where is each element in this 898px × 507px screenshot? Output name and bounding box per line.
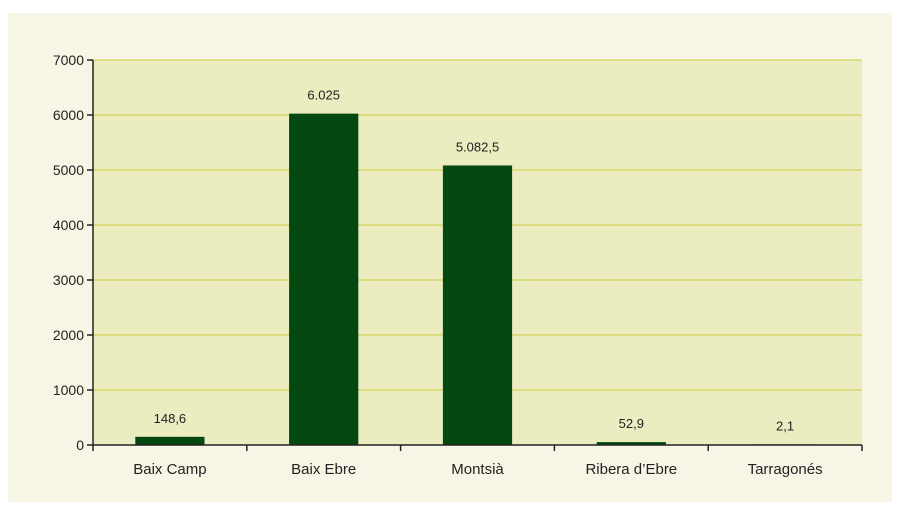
- bar: [135, 436, 205, 445]
- bars: [135, 113, 820, 445]
- y-tick-label: 7000: [53, 52, 84, 68]
- bar-chart: 0 1000 2000 3000 4000 5000 6000 7000 148,6 Baix C…: [53, 52, 863, 478]
- y-tick-label: 6000: [53, 107, 84, 123]
- x-tick-label: Baix Camp: [133, 461, 206, 478]
- y-tick-label: 4000: [53, 217, 84, 233]
- bar: [289, 113, 359, 445]
- y-tick-label: 5000: [53, 162, 84, 178]
- x-tick-label: Tarragonés: [748, 461, 823, 478]
- data-label: 52,9: [619, 416, 644, 431]
- axes: [87, 59, 863, 451]
- data-label: 2,1: [776, 418, 794, 433]
- y-tick-label: 2000: [53, 327, 84, 343]
- labels: 0 1000 2000 3000 4000 5000 6000 7000 148,6 Baix C…: [53, 52, 823, 478]
- x-tick-label: Ribera d’Ebre: [585, 461, 677, 478]
- data-label: 148,6: [154, 411, 187, 426]
- bar: [596, 442, 666, 445]
- x-tick-label: Baix Ebre: [291, 461, 356, 478]
- chart-panel: 0 1000 2000 3000 4000 5000 6000 7000 148,6 Baix C…: [8, 13, 892, 502]
- y-tick-label: 1000: [53, 382, 84, 398]
- y-tick-label: 3000: [53, 272, 84, 288]
- bar: [442, 165, 513, 445]
- x-tick-label: Montsià: [451, 461, 504, 478]
- data-label: 6.025: [307, 88, 340, 103]
- y-tick-label: 0: [76, 437, 84, 453]
- data-label: 5.082,5: [456, 139, 499, 154]
